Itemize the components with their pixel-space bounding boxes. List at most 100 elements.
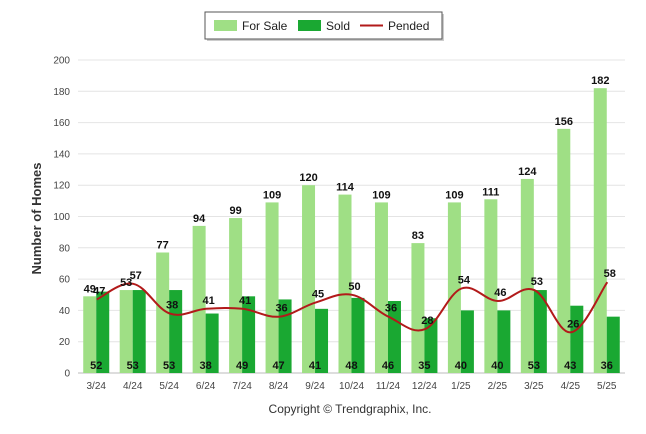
for-sale-bar: [447, 202, 461, 373]
pended-value-label: 58: [604, 268, 616, 280]
pended-value-label: 57: [130, 270, 142, 282]
sold-value-label: 36: [601, 360, 613, 372]
sold-value-label: 41: [309, 360, 321, 372]
for-sale-bar: [374, 202, 388, 373]
for-sale-value-label: 53: [120, 277, 132, 289]
sold-value-label: 53: [127, 360, 139, 372]
sold-value-label: 38: [200, 360, 212, 372]
for-sale-value-label: 83: [412, 230, 424, 242]
y-tick-label: 100: [53, 212, 70, 223]
legend-box: [204, 11, 443, 40]
for-sale-value-label: 109: [263, 189, 281, 201]
for-sale-value-label: 94: [193, 213, 206, 225]
for-sale-bar: [192, 225, 206, 373]
for-sale-value-label: 114: [336, 182, 355, 194]
sold-value-label: 53: [528, 360, 540, 372]
x-tick-label: 5/24: [159, 381, 179, 392]
pended-value-label: 36: [385, 303, 397, 315]
copyright-footer: Copyright © Trendgraphix, Inc.: [269, 402, 432, 416]
x-tick-label: 9/24: [305, 381, 325, 392]
sold-bar: [460, 310, 474, 373]
for-sale-value-label: 109: [372, 189, 390, 201]
for-sale-bar: [265, 202, 279, 373]
sold-value-label: 53: [163, 360, 175, 372]
sold-bar: [278, 299, 292, 373]
pended-value-label: 38: [166, 300, 178, 312]
y-axis-label: Number of Homes: [29, 163, 44, 275]
for-sale-value-label: 49: [84, 283, 96, 295]
for-sale-bar: [302, 185, 316, 373]
sold-bar: [205, 313, 219, 373]
pended-value-label: 41: [239, 295, 251, 307]
y-tick-label: 200: [53, 56, 70, 67]
y-tick-label: 20: [59, 337, 71, 348]
sold-value-label: 40: [491, 360, 503, 372]
pended-value-label: 46: [494, 287, 506, 299]
for-sale-value-label: 124: [518, 166, 537, 178]
for-sale-value-label: 99: [229, 205, 241, 217]
legend: For Sale Sold Pended: [204, 11, 444, 41]
for-sale-value-label: 156: [555, 116, 573, 128]
for-sale-bar: [557, 128, 571, 373]
x-tick-label: 4/24: [123, 381, 143, 392]
sold-value-label: 47: [272, 360, 284, 372]
for-sale-bar: [229, 218, 243, 373]
x-tick-label: 1/25: [451, 381, 471, 392]
for-sale-bar: [338, 194, 352, 373]
x-tick-label: 7/24: [232, 381, 252, 392]
y-axis-ticks: 0 20 40 60 80 100 120 140 160 180 200: [53, 56, 70, 380]
sold-value-label: 40: [455, 360, 467, 372]
sold-bar: [497, 310, 511, 373]
sold-bar: [533, 290, 547, 373]
for-sale-bar: [411, 243, 425, 373]
sold-bar: [242, 296, 256, 373]
sold-value-label: 46: [382, 360, 394, 372]
pended-value-label: 54: [458, 274, 471, 286]
sold-value-label: 52: [90, 360, 102, 372]
sold-bar: [424, 318, 438, 373]
sold-value-label: 49: [236, 360, 248, 372]
pended-value-label: 53: [531, 276, 543, 288]
x-tick-label: 12/24: [412, 381, 437, 392]
legend-sold-label: Sold: [326, 19, 350, 33]
y-tick-label: 180: [53, 87, 70, 98]
sold-bar: [570, 305, 584, 373]
sold-bar: [132, 290, 146, 373]
legend-for-sale-label: For Sale: [242, 19, 288, 33]
x-tick-label: 3/24: [86, 381, 106, 392]
pended-value-label: 45: [312, 289, 324, 301]
for-sale-bar: [156, 252, 170, 373]
sold-bar: [169, 290, 183, 373]
sold-value-label: 43: [564, 360, 576, 372]
x-tick-label: 11/24: [376, 381, 401, 392]
sold-value-label: 35: [418, 360, 430, 372]
for-sale-value-label: 182: [591, 75, 609, 87]
pended-value-label: 50: [348, 281, 360, 293]
for-sale-value-label: 111: [482, 186, 499, 198]
y-tick-label: 80: [59, 243, 71, 254]
data-labels: 4947525357537738539441389941491093647120…: [84, 75, 616, 372]
for-sale-bar: [119, 290, 133, 373]
sold-bar: [351, 297, 365, 373]
x-axis-ticks: 3/24 4/24 5/24 6/24 7/24 8/24 9/24 10/24 11/24 12…: [86, 381, 616, 392]
y-tick-label: 0: [64, 369, 70, 380]
y-tick-label: 160: [53, 118, 70, 129]
x-tick-label: 6/24: [196, 381, 216, 392]
sold-bar: [315, 308, 329, 373]
for-sale-bar: [593, 88, 607, 374]
x-tick-label: 2/25: [488, 381, 508, 392]
pended-value-label: 28: [421, 315, 433, 327]
x-tick-label: 3/25: [524, 381, 544, 392]
y-tick-label: 40: [59, 306, 71, 317]
for-sale-bar: [484, 199, 498, 373]
legend-for-sale-swatch: [214, 20, 237, 31]
x-tick-label: 8/24: [269, 381, 289, 392]
pended-value-label: 36: [275, 303, 287, 315]
for-sale-value-label: 120: [299, 172, 317, 184]
x-tick-label: 4/25: [561, 381, 581, 392]
for-sale-value-label: 109: [445, 189, 463, 201]
legend-sold-swatch: [298, 20, 321, 31]
for-sale-value-label: 77: [157, 239, 169, 251]
bars: [83, 88, 620, 374]
